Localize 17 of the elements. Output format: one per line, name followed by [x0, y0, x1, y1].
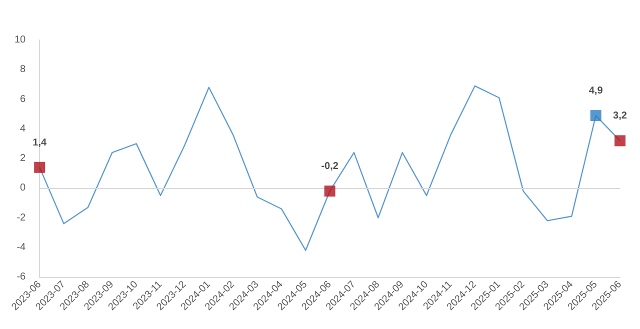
- data-label: 4,9: [588, 86, 604, 97]
- y-tick-label: 4: [20, 123, 26, 134]
- data-label: 3,2: [613, 110, 628, 122]
- data-label: -0,2: [321, 161, 339, 172]
- y-tick-label: 0: [20, 182, 26, 194]
- y-tick-label: 6: [20, 94, 26, 105]
- y-tick-label: -6: [16, 272, 26, 282]
- point: [590, 110, 602, 122]
- y-tick-label: -4: [16, 242, 26, 253]
- point: [34, 162, 46, 173]
- y-tick-label: 8: [20, 64, 26, 76]
- point: [324, 186, 336, 197]
- y-tick-label: -2: [16, 212, 26, 224]
- point: [614, 135, 626, 146]
- y-tick-label: 10: [14, 34, 26, 46]
- y-tick-label: 2: [20, 153, 26, 164]
- data-label: 1,4: [32, 137, 47, 148]
